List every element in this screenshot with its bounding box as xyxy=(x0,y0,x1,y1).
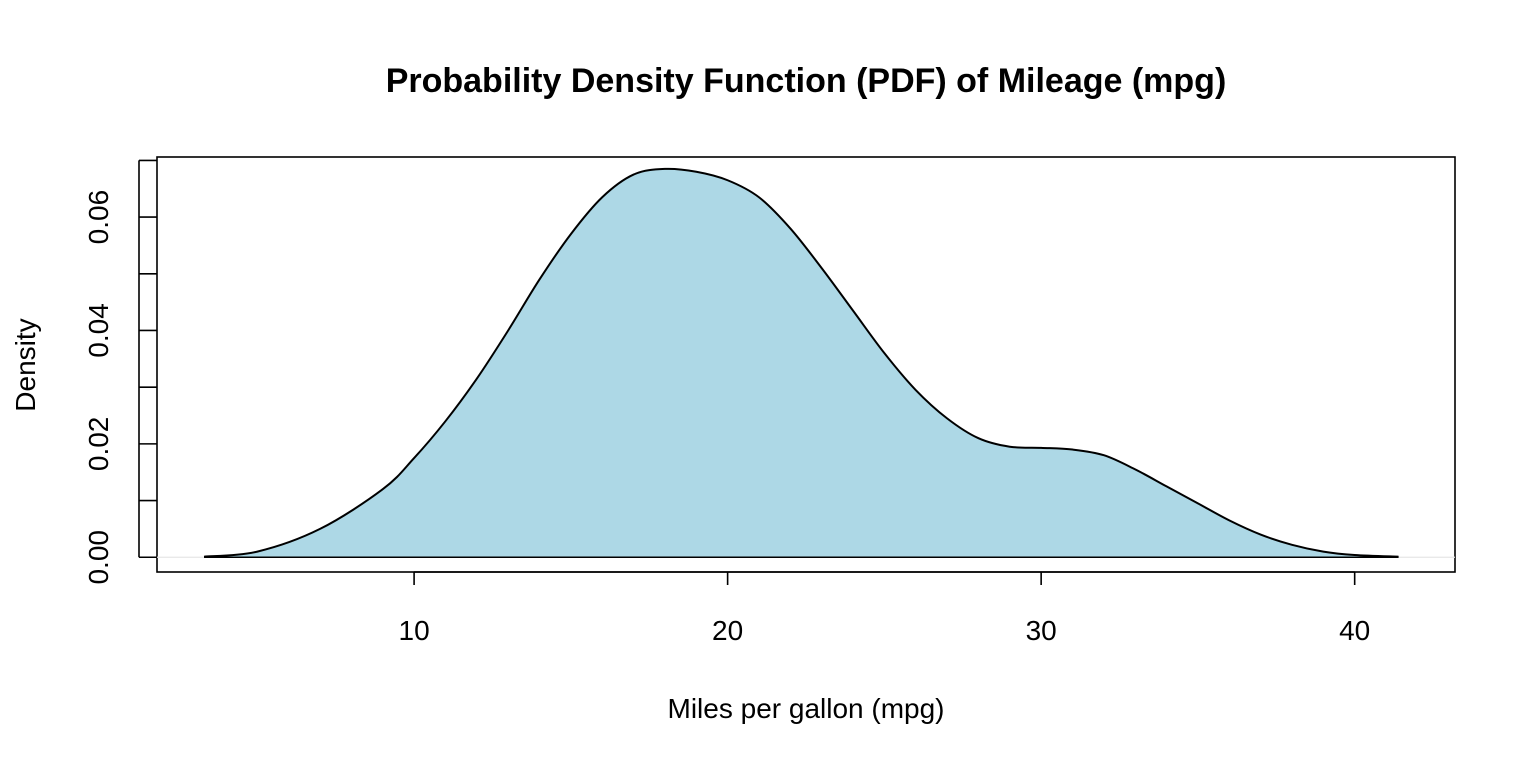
x-axis: 10 20 30 40 xyxy=(399,571,1370,646)
chart-title: Probability Density Function (PDF) of Mi… xyxy=(386,62,1227,100)
y-tick-label: 0.00 xyxy=(83,530,114,585)
plot-area xyxy=(157,167,1455,558)
x-tick-label: 20 xyxy=(712,615,743,646)
y-axis-label: Density xyxy=(10,318,41,411)
x-tick-label: 10 xyxy=(399,615,430,646)
y-tick-label: 0.04 xyxy=(83,303,114,358)
x-tick-label: 40 xyxy=(1339,615,1370,646)
density-curve xyxy=(203,167,1399,558)
y-tick-label: 0.06 xyxy=(83,190,114,245)
y-tick-label: 0.02 xyxy=(83,417,114,472)
y-axis: 0.00 0.02 0.04 0.06 xyxy=(83,159,157,585)
density-area-fill xyxy=(204,168,1399,558)
x-tick-label: 30 xyxy=(1026,615,1057,646)
x-axis-label: Miles per gallon (mpg) xyxy=(668,693,945,724)
